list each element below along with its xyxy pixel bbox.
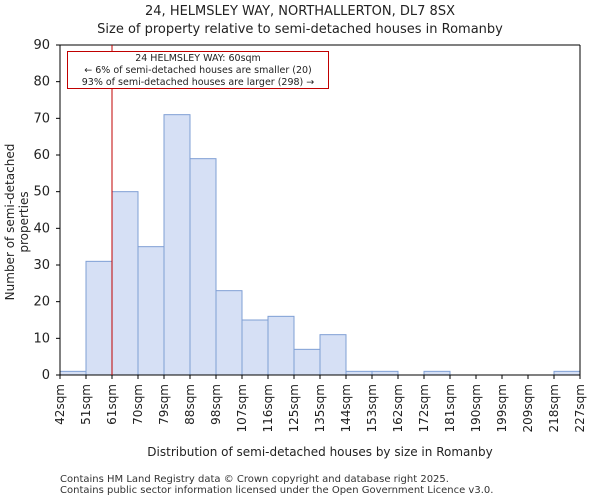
annotation-line-3: 93% of semi-detached houses are larger (…	[81, 77, 315, 88]
x-tick-label: 61sqm	[105, 384, 119, 425]
x-axis-label: Distribution of semi-detached houses by …	[147, 445, 493, 459]
bar	[371, 370, 399, 376]
x-tick-label: 70sqm	[131, 384, 145, 425]
y-tick-label: 20	[33, 295, 50, 310]
bar	[345, 370, 373, 376]
x-tick-label: 116sqm	[261, 384, 275, 432]
chart-title: 24, HELMSLEY WAY, NORTHALLERTON, DL7 8SX	[145, 4, 455, 19]
bar	[111, 191, 139, 376]
y-tick-label: 40	[33, 221, 50, 236]
annotation-line-2: ← 6% of semi-detached houses are smaller…	[84, 65, 312, 76]
x-tick-label: 162sqm	[391, 384, 405, 432]
y-tick-label: 70	[33, 111, 50, 126]
x-tick-label: 153sqm	[365, 384, 379, 432]
bar	[267, 315, 295, 376]
bar	[423, 370, 451, 376]
x-tick-label: 135sqm	[313, 384, 327, 432]
x-tick-label: 98sqm	[209, 384, 223, 425]
x-tick-label: 88sqm	[183, 384, 197, 425]
x-tick-label: 181sqm	[443, 384, 457, 432]
annotation-line-1: 24 HELMSLEY WAY: 60sqm	[135, 53, 261, 64]
bar	[553, 370, 581, 376]
footer-line-1: Contains HM Land Registry data © Crown c…	[60, 474, 449, 485]
bar	[241, 319, 269, 376]
y-tick-label: 0	[42, 368, 50, 383]
x-tick-label: 172sqm	[417, 384, 431, 432]
x-tick-label: 79sqm	[157, 384, 171, 425]
bar	[215, 290, 243, 376]
bar	[59, 370, 87, 376]
x-tick-label: 107sqm	[235, 384, 249, 432]
y-tick-label: 10	[33, 331, 50, 346]
x-tick-label: 144sqm	[339, 384, 353, 432]
x-tick-label: 190sqm	[469, 384, 483, 432]
x-tick-label: 51sqm	[79, 384, 93, 425]
x-tick-label: 218sqm	[547, 384, 561, 432]
x-tick-label: 227sqm	[573, 384, 587, 432]
bar	[319, 334, 347, 376]
bar	[137, 246, 165, 376]
y-tick-label: 30	[33, 258, 50, 273]
bar	[189, 158, 217, 376]
bar	[85, 260, 113, 376]
bar	[293, 348, 321, 376]
x-tick-label: 125sqm	[287, 384, 301, 432]
x-tick-label: 199sqm	[495, 384, 509, 432]
x-tick-label: 209sqm	[521, 384, 535, 432]
footer-line-2: Contains public sector information licen…	[60, 485, 494, 496]
x-tick-label: 42sqm	[53, 384, 67, 425]
y-tick-label: 50	[33, 185, 50, 200]
y-tick-label: 80	[33, 75, 50, 90]
y-tick-label: 60	[33, 148, 50, 163]
y-axis-label: Number of semi-detached properties	[3, 143, 31, 301]
bar	[163, 114, 191, 376]
chart-subtitle: Size of property relative to semi-detach…	[97, 22, 503, 37]
y-tick-label: 90	[33, 38, 50, 53]
annotation-box: 24 HELMSLEY WAY: 60sqm ← 6% of semi-deta…	[67, 51, 329, 89]
